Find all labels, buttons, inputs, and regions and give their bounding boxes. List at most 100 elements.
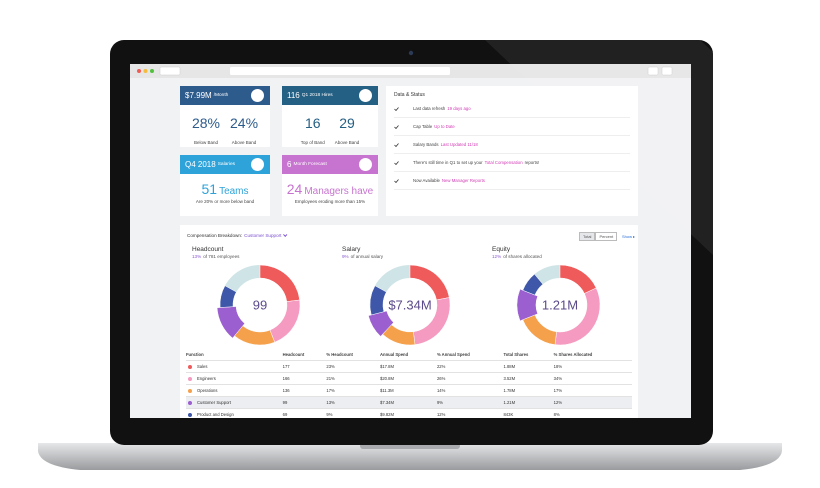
stat-value: 16	[304, 115, 321, 131]
table-cell: 3.52M	[503, 372, 554, 385]
table-row[interactable]: Operations 136 17% $11.3M 14% 1.78M 17%	[186, 384, 632, 397]
table-cell: 166	[282, 372, 327, 385]
cell-text: 1.88M	[503, 364, 516, 369]
card-stats: 28% Below Band 24% Above Band	[180, 115, 270, 147]
window-close[interactable]	[137, 69, 141, 73]
tabs-button[interactable]	[661, 66, 673, 76]
summary-card: $7.99M/Month 28% Below Band 24% Above Band	[180, 86, 270, 147]
table-cell: 9%	[436, 396, 504, 409]
donut-segment[interactable]	[259, 264, 300, 302]
stat: 29 Above Band	[335, 115, 360, 147]
donut-segment[interactable]	[409, 264, 450, 301]
check-mark	[394, 160, 399, 165]
card-note: Are 20% or more below band	[195, 199, 255, 204]
cell-text: 843K	[503, 412, 514, 417]
table-cell: 9%	[326, 408, 381, 418]
donut-segment[interactable]	[369, 285, 387, 316]
share-button[interactable]	[647, 66, 659, 76]
card-icon	[251, 89, 264, 102]
card-header-value: 6	[287, 160, 292, 169]
check-icon	[394, 160, 399, 165]
donut-center: 1.21M	[542, 298, 578, 313]
stat-label: Above Band	[231, 140, 257, 145]
toggle-button[interactable]: Percent	[595, 232, 618, 241]
nav-buttons[interactable]	[159, 66, 181, 76]
show-link[interactable]: Show	[622, 234, 636, 239]
table-row[interactable]: Product and Design 69 9% $9.82M 12% 843K 8%	[186, 408, 632, 418]
window-minimize[interactable]	[143, 69, 148, 73]
table-row[interactable]: Customer Support 99 13% $7.34M 9% 1.21M 12%	[186, 396, 632, 409]
summary-card: 116 Q1 2018 Hires 16 Top of Band 29 Above Ban…	[282, 86, 378, 147]
table-cell: Customer Support	[186, 396, 283, 409]
table-cell: 69	[282, 408, 327, 418]
table-cell: 34%	[553, 372, 632, 385]
chart-caption-text: of 781 employees	[203, 254, 240, 259]
status-link[interactable]: Total Compensation	[484, 160, 523, 165]
cell-text: Customer Support	[197, 400, 231, 405]
cell-text: 12%	[553, 400, 563, 405]
check-icon	[394, 106, 399, 111]
breakdown-panel: Compensation Breakdown: Customer Support T…	[180, 225, 638, 418]
toggle-button[interactable]: Total	[579, 232, 596, 241]
table-row[interactable]: Sales 177 23% $17.8M 22% 1.88M 18%	[186, 360, 632, 373]
url-bar[interactable]	[230, 67, 450, 75]
show-arrow	[633, 236, 636, 238]
stat-label: Below Band	[193, 140, 218, 145]
cell-text: 8%	[553, 412, 560, 417]
legend-dot	[188, 412, 192, 417]
card-header-value: 116	[287, 91, 300, 100]
cell-text: $17.8M	[380, 364, 394, 369]
window-zoom[interactable]	[150, 69, 154, 73]
table-row[interactable]: Engineers 166 21% $20.8M 26% 3.52M 34%	[186, 372, 632, 385]
stat: 24 Managers have	[287, 181, 374, 197]
cell-text: 69	[282, 412, 288, 417]
donut-segment[interactable]	[216, 306, 246, 339]
cell-text: 22%	[436, 364, 446, 369]
table-cell: 1.88M	[503, 360, 554, 373]
table-cell: $17.8M	[380, 360, 437, 373]
status-text: Salary Bands	[413, 142, 439, 147]
table-cell: 136	[282, 384, 327, 397]
status-link[interactable]: Up to Date	[434, 124, 455, 129]
status-item: Last data refresh 19 days ago	[394, 100, 630, 118]
column-header: % Shares Allocated	[553, 349, 632, 361]
table-cell: 12%	[436, 408, 504, 418]
cell-text: Operations	[197, 388, 218, 393]
cell-text: 3.52M	[503, 376, 516, 381]
cell-text: 177	[282, 364, 290, 369]
table-cell: $9.82M	[380, 408, 437, 418]
card-stats: 51 Teams	[180, 181, 270, 197]
donut-segment[interactable]	[522, 273, 544, 296]
breakdown-selector[interactable]: Customer Support	[244, 233, 282, 238]
column-header: % Headcount	[326, 349, 381, 361]
column-header: Function	[186, 349, 283, 361]
card-header: $7.99M/Month	[180, 86, 270, 105]
chart-caption: 13% of 781 employees	[192, 254, 239, 259]
table-cell: 26%	[436, 372, 504, 385]
card-stats: 24 Managers have	[282, 181, 378, 197]
check-mark	[394, 124, 399, 129]
status-item: Salary Bands Last Updated 11/18	[394, 136, 630, 154]
status-link[interactable]: 19 days ago	[447, 106, 471, 111]
status-text: There's still time in Q1 to set up your	[413, 160, 483, 165]
stat: 16 Top of Band	[301, 115, 325, 147]
chart-percent: 12%	[492, 254, 502, 259]
donut-segment[interactable]	[522, 314, 557, 345]
table-cell: 23%	[326, 360, 381, 373]
legend-dot	[188, 400, 192, 405]
cell-text: 23%	[326, 364, 335, 369]
status-link[interactable]: Last Updated 11/18	[440, 142, 478, 147]
card-header-label: Month Forecast	[293, 162, 327, 167]
status-link[interactable]: New Manager Reports	[441, 178, 485, 183]
donut-segment[interactable]	[219, 285, 237, 308]
donut-segment[interactable]	[269, 299, 301, 343]
column-header: Total Shares	[503, 349, 554, 361]
chart-percent: 9%	[342, 254, 349, 259]
cell-text: Engineers	[197, 376, 216, 381]
donut-segment[interactable]	[559, 264, 597, 294]
card-icon	[359, 89, 372, 102]
status-item: There's still time in Q1 to set up your T…	[394, 154, 630, 172]
chart-title: Salary	[342, 246, 361, 253]
table-cell: 1.78M	[503, 384, 554, 397]
